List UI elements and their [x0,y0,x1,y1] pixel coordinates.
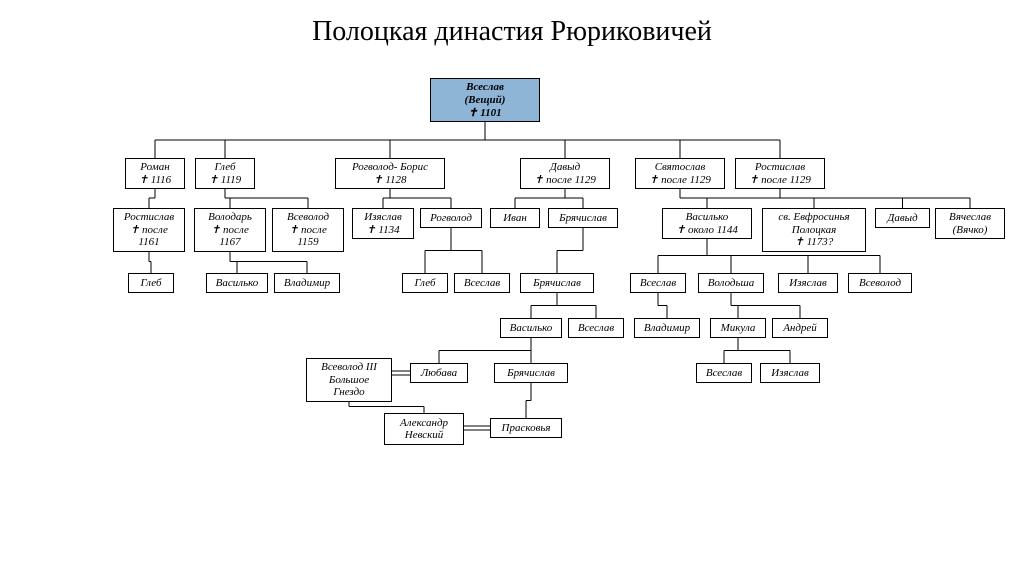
tree-node: Всеслав [630,273,686,293]
tree-node: Изяслав [760,363,820,383]
tree-node: Рогволод- Борис ✝ 1128 [335,158,445,189]
tree-node: Ростислав ✝ после 1161 [113,208,185,252]
tree-node: Давыд [875,208,930,228]
tree-node: Всеволод ✝ после 1159 [272,208,344,252]
tree-node: Василько ✝ около 1144 [662,208,752,239]
tree-node: Всеслав (Вещий) ✝ 1101 [430,78,540,122]
tree-node: Роман ✝ 1116 [125,158,185,189]
tree-node: Всеволод [848,273,912,293]
tree-node: Володьша [698,273,764,293]
tree-node: Иван [490,208,540,228]
tree-node: Прасковья [490,418,562,438]
tree-node: св. Евфросинья Полоцкая ✝ 1173? [762,208,866,252]
tree-node: Глеб [402,273,448,293]
tree-node: Василько [206,273,268,293]
tree-canvas: Всеслав (Вещий) ✝ 1101 Роман ✝ 1116 Глеб ✝… [0,48,1024,508]
tree-node: Ростислав ✝ после 1129 [735,158,825,189]
tree-node: Святослав ✝ после 1129 [635,158,725,189]
tree-node: Изяслав ✝ 1134 [352,208,414,239]
tree-node: Володарь ✝ после 1167 [194,208,266,252]
tree-node: Брячислав [548,208,618,228]
tree-node: Рогволод [420,208,482,228]
tree-node: Всеслав [568,318,624,338]
tree-node: Александр Невский [384,413,464,445]
tree-node: Всеслав [696,363,752,383]
tree-node: Андрей [772,318,828,338]
tree-node: Микула [710,318,766,338]
page-title: Полоцкая династия Рюриковичей [0,0,1024,48]
tree-node: Любава [410,363,468,383]
tree-node: Давыд ✝ после 1129 [520,158,610,189]
tree-node: Глеб [128,273,174,293]
tree-node: Василько [500,318,562,338]
tree-node: Вячеслав (Вячко) [935,208,1005,239]
tree-node: Брячислав [520,273,594,293]
tree-node: Владимир [274,273,340,293]
tree-node: Изяслав [778,273,838,293]
tree-node: Брячислав [494,363,568,383]
tree-node: Владимир [634,318,700,338]
tree-node: Глеб ✝ 1119 [195,158,255,189]
tree-node: Всеслав [454,273,510,293]
tree-node: Всеволод III Большое Гнездо [306,358,392,402]
